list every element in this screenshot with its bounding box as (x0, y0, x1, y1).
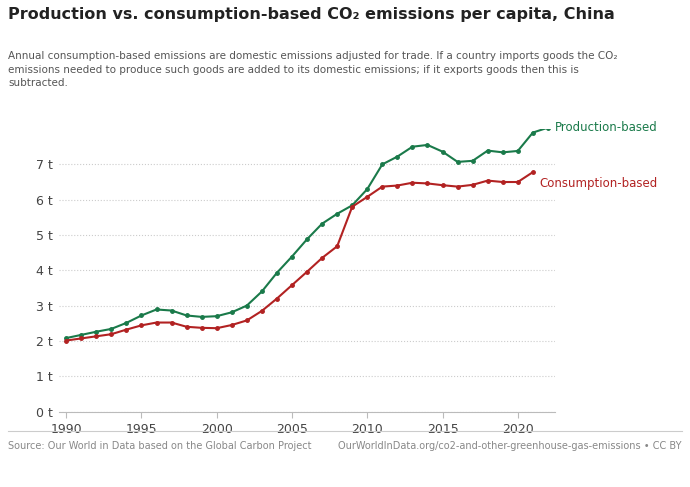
Text: Annual consumption-based emissions are domestic emissions adjusted for trade. If: Annual consumption-based emissions are d… (8, 51, 618, 88)
Text: Source: Our World in Data based on the Global Carbon Project: Source: Our World in Data based on the G… (8, 441, 312, 451)
Text: Production-based: Production-based (555, 121, 658, 134)
Text: Production vs. consumption-based CO₂ emissions per capita, China: Production vs. consumption-based CO₂ emi… (8, 7, 615, 22)
Text: Consumption-based: Consumption-based (540, 177, 658, 190)
Text: OurWorldInData.org/co2-and-other-greenhouse-gas-emissions • CC BY: OurWorldInData.org/co2-and-other-greenho… (338, 441, 682, 451)
Text: Our World
in Data: Our World in Data (609, 16, 667, 38)
